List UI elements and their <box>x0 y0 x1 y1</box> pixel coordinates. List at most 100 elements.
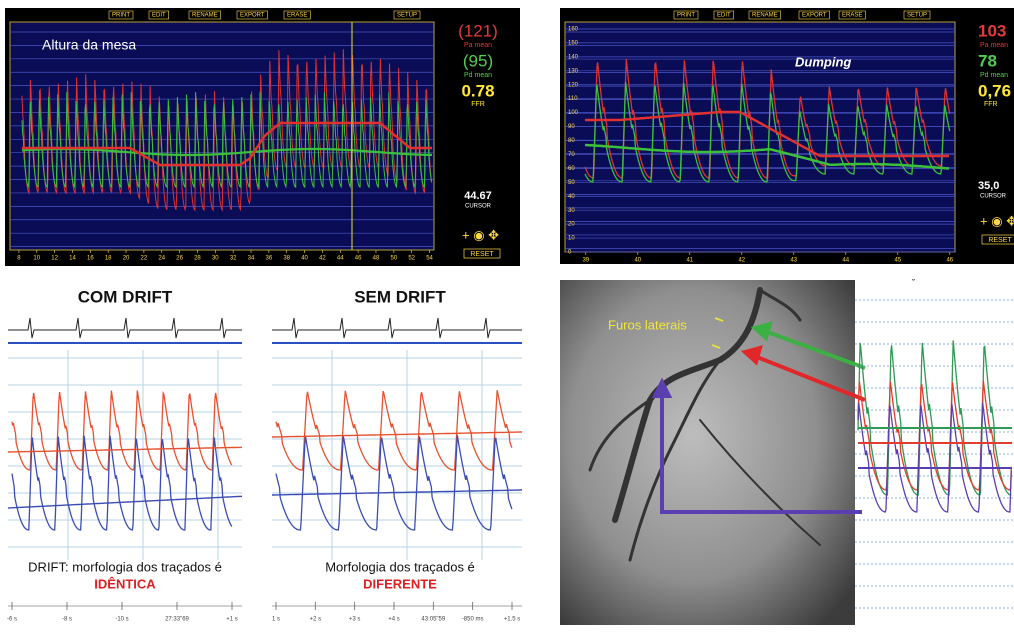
time-label: 27:33"69 <box>165 617 189 623</box>
x-tick-label: 46 <box>946 258 953 264</box>
x-tick-label: 48 <box>373 256 380 262</box>
time-label: -10 s <box>115 617 128 623</box>
time-label: -6 s <box>7 617 17 623</box>
x-tick-label: 41 <box>686 258 693 264</box>
menu-button[interactable]: RENAME <box>752 13 778 19</box>
pd-label: Pd mean <box>980 72 1008 79</box>
x-tick-label: 40 <box>301 256 308 262</box>
y-tick-label: 30 <box>568 208 575 214</box>
x-tick-label: 52 <box>408 256 415 262</box>
ffr: 0.78 <box>461 81 494 100</box>
x-tick-label: 54 <box>426 256 433 262</box>
x-tick-label: 30 <box>212 256 219 262</box>
cursor-label: CURSOR <box>465 204 492 210</box>
ecg-trace <box>8 318 242 338</box>
pa-mean-trace <box>272 432 522 437</box>
y-tick-label: 40 <box>568 194 575 200</box>
zoom-icons: + ◉ ✥ <box>462 227 499 242</box>
y-tick-label: 120 <box>568 82 579 88</box>
menu-button[interactable]: EXPORT <box>802 13 827 19</box>
time-label: 43:05"59 <box>421 617 445 623</box>
pd-trace <box>276 435 512 530</box>
menu-button[interactable]: PRINT <box>677 13 695 19</box>
pd-mean: 78 <box>978 51 997 70</box>
x-tick-label: 50 <box>390 256 397 262</box>
time-label: +2 s <box>310 617 322 623</box>
x-tick-label: 18 <box>105 256 112 262</box>
pd-mean-trace <box>8 496 242 508</box>
x-tick-label: 40 <box>634 258 641 264</box>
pa-mean: 103 <box>978 21 1006 40</box>
menu-button[interactable]: EXPORT <box>240 13 265 19</box>
x-tick-label: 16 <box>87 256 94 262</box>
time-label: -850 ms <box>462 617 484 623</box>
time-label: -8 s <box>62 617 72 623</box>
x-tick-label: 42 <box>738 258 745 264</box>
x-tick-label: 43 <box>790 258 797 264</box>
reset-button[interactable]: RESET <box>988 237 1012 244</box>
zoom-icons: + ◉ ✥ <box>980 213 1014 228</box>
x-tick-label: 12 <box>51 256 58 262</box>
reset-button[interactable]: RESET <box>470 251 494 258</box>
trace-label: Dumping <box>795 54 851 69</box>
x-tick-label: 10 <box>33 256 40 262</box>
x-tick-label: 22 <box>141 256 148 262</box>
menu-button[interactable]: EDIT <box>152 13 166 19</box>
pa-label: Pa mean <box>980 42 1008 49</box>
y-tick-label: 80 <box>568 138 575 144</box>
y-tick-label: 60 <box>568 166 575 172</box>
menu-button[interactable]: SETUP <box>397 13 417 19</box>
time-label: +1 s <box>226 617 238 623</box>
x-tick-label: 32 <box>230 256 237 262</box>
x-tick-label: 44 <box>842 258 849 264</box>
menu-button[interactable]: EDIT <box>717 13 731 19</box>
trace <box>858 381 1011 491</box>
menu-button[interactable]: PRINT <box>112 13 130 19</box>
ecg-trace <box>272 318 522 338</box>
x-tick-label: 44 <box>337 256 344 262</box>
figure: Furos laterais ˘ PRINTEDITRENAMEEXPORTER… <box>0 0 1014 630</box>
y-tick-label: 110 <box>568 96 578 102</box>
time-label: +3 s <box>349 617 361 623</box>
caption: DRIFT: morfologia dos traçados é <box>28 559 222 574</box>
menu-button[interactable]: SETUP <box>907 13 927 19</box>
cursor-value: 35,0 <box>978 180 999 192</box>
x-tick-label: 28 <box>194 256 201 262</box>
caption: Morfologia dos traçados é <box>325 559 475 574</box>
pd-label: Pd mean <box>464 72 492 79</box>
menu-button[interactable]: ERASE <box>287 13 307 19</box>
time-label: +4 s <box>388 617 400 623</box>
y-tick-label: 100 <box>568 110 579 116</box>
angiogram <box>560 280 855 625</box>
x-tick-label: 14 <box>69 256 76 262</box>
y-tick-label: 90 <box>568 124 575 130</box>
pa-label: Pa mean <box>464 42 492 49</box>
y-tick-label: 140 <box>568 54 579 60</box>
x-tick-label: 39 <box>582 258 589 264</box>
pa-trace <box>276 390 512 470</box>
menu-button[interactable]: ERASE <box>842 13 862 19</box>
ffr-label: FFR <box>471 101 485 108</box>
x-tick-label: 34 <box>248 256 255 262</box>
angio-label: Furos laterais <box>608 317 687 332</box>
panel-title: SEM DRIFT <box>354 287 446 306</box>
x-tick-label: 38 <box>283 256 290 262</box>
y-tick-label: 10 <box>568 236 575 242</box>
x-tick-label: 36 <box>266 256 273 262</box>
y-tick-label: 130 <box>568 68 579 74</box>
page: Furos laterais ˘ PRINTEDITRENAMEEXPORTER… <box>0 0 1014 630</box>
y-tick-label: 70 <box>568 152 575 158</box>
caption-highlight: DIFERENTE <box>363 576 437 591</box>
ffr: 0,76 <box>978 81 1011 100</box>
cursor-value: 44.67 <box>464 190 492 202</box>
x-tick-label: 42 <box>319 256 326 262</box>
trace-label: Altura da mesa <box>42 37 136 53</box>
y-tick-label: 50 <box>568 180 575 186</box>
x-tick-label: 46 <box>355 256 362 262</box>
ffr-label: FFR <box>984 101 998 108</box>
pa-trace <box>12 391 232 471</box>
time-label: +1.5 s <box>504 617 521 623</box>
x-tick-label: 20 <box>123 256 130 262</box>
time-label: 1 s <box>272 617 280 623</box>
menu-button[interactable]: RENAME <box>192 13 218 19</box>
